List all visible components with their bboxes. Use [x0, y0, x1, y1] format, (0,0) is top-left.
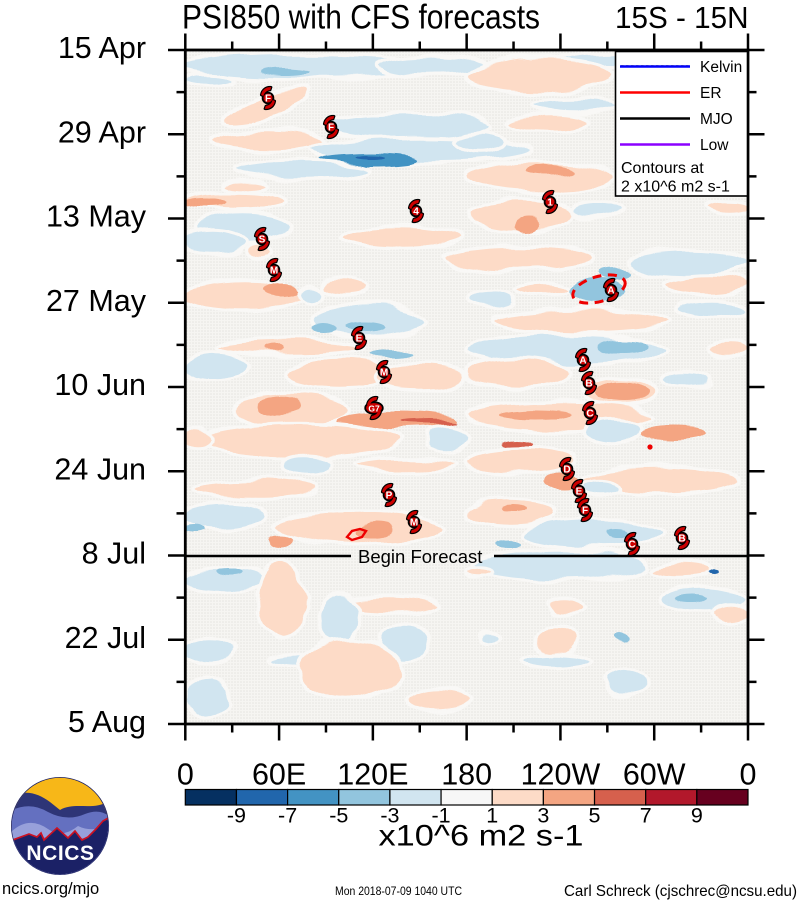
- svg-text:F: F: [582, 506, 588, 517]
- svg-text:B: B: [678, 534, 685, 545]
- svg-text:29 Apr: 29 Apr: [58, 115, 146, 149]
- svg-text:24 Jun: 24 Jun: [54, 452, 146, 486]
- svg-text:5: 5: [589, 804, 601, 828]
- svg-text:x10^6 m2 s-1: x10^6 m2 s-1: [379, 820, 584, 853]
- svg-text:-9: -9: [227, 804, 246, 828]
- svg-text:C: C: [586, 409, 593, 420]
- svg-text:Mon 2018-07-09 1040 UTC: Mon 2018-07-09 1040 UTC: [335, 886, 462, 898]
- svg-text:Begin Forecast: Begin Forecast: [358, 546, 482, 567]
- svg-text:4: 4: [413, 207, 419, 218]
- svg-text:A: A: [579, 356, 586, 367]
- svg-text:-7: -7: [278, 804, 297, 828]
- svg-text:-3: -3: [380, 804, 399, 828]
- svg-text:-1: -1: [432, 804, 451, 828]
- svg-text:1: 1: [486, 804, 498, 828]
- svg-text:P: P: [386, 491, 393, 502]
- svg-text:60W: 60W: [623, 758, 686, 792]
- svg-text:2 x10^6 m2 s-1: 2 x10^6 m2 s-1: [621, 179, 730, 196]
- svg-text:D: D: [563, 465, 570, 476]
- svg-text:-5: -5: [329, 804, 348, 828]
- svg-text:A: A: [607, 286, 614, 297]
- svg-text:15 Apr: 15 Apr: [58, 31, 146, 65]
- svg-text:Contours at: Contours at: [621, 160, 704, 177]
- svg-text:13 May: 13 May: [46, 200, 147, 234]
- svg-text:B: B: [585, 379, 592, 390]
- svg-text:S: S: [259, 235, 266, 246]
- svg-text:8 Jul: 8 Jul: [82, 537, 146, 571]
- svg-text:5 Aug: 5 Aug: [68, 705, 146, 739]
- svg-text:Low: Low: [700, 137, 729, 154]
- svg-text:10 Jun: 10 Jun: [54, 368, 146, 402]
- svg-text:M: M: [410, 518, 418, 529]
- svg-text:Kelvin: Kelvin: [700, 59, 742, 76]
- svg-text:F: F: [328, 123, 334, 134]
- svg-text:0: 0: [177, 758, 194, 792]
- svg-text:PSI850 with CFS forecasts: PSI850 with CFS forecasts: [182, 0, 540, 37]
- svg-text:M: M: [270, 266, 278, 277]
- svg-text:F: F: [265, 94, 271, 105]
- svg-text:M: M: [380, 368, 388, 379]
- svg-text:15S - 15N: 15S - 15N: [615, 1, 749, 35]
- svg-text:120W: 120W: [521, 758, 601, 792]
- svg-text:E: E: [356, 334, 363, 345]
- svg-text:180: 180: [441, 758, 492, 792]
- svg-text:ncics.org/mjo: ncics.org/mjo: [2, 880, 99, 898]
- svg-text:120E: 120E: [337, 758, 408, 792]
- svg-text:3: 3: [537, 804, 549, 828]
- svg-text:7: 7: [640, 804, 652, 828]
- svg-text:MJO: MJO: [700, 111, 733, 128]
- svg-text:G7: G7: [368, 404, 380, 414]
- svg-text:C: C: [628, 540, 635, 551]
- svg-text:0: 0: [740, 758, 757, 792]
- svg-text:E: E: [576, 487, 583, 498]
- svg-text:60E: 60E: [252, 758, 306, 792]
- svg-text:27 May: 27 May: [46, 284, 147, 318]
- svg-text:1: 1: [547, 198, 553, 209]
- svg-text:22 Jul: 22 Jul: [65, 621, 146, 655]
- svg-text:ER: ER: [700, 85, 722, 102]
- svg-text:9: 9: [691, 804, 703, 828]
- svg-text:NCICS: NCICS: [26, 842, 94, 865]
- svg-text:Carl Schreck (cjschrec@ncsu.ed: Carl Schreck (cjschrec@ncsu.edu): [564, 883, 797, 900]
